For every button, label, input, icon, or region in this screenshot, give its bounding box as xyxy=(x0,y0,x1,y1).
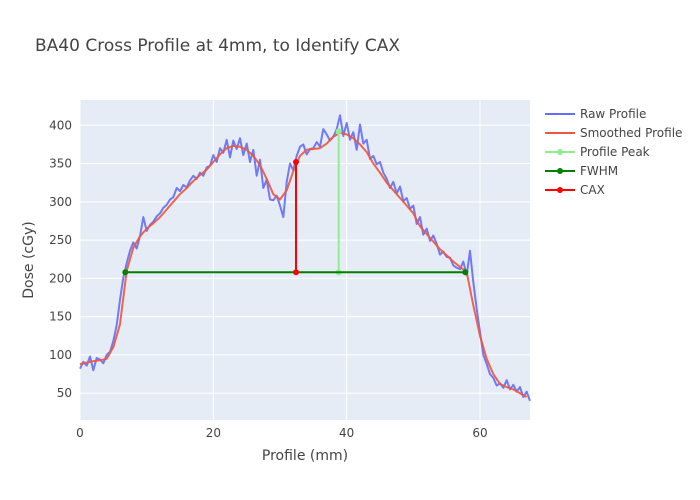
chart-title: BA40 Cross Profile at 4mm, to Identify C… xyxy=(35,36,400,56)
y-tick-label: 350 xyxy=(49,157,72,171)
legend-item-fwhm[interactable]: FWHM xyxy=(545,164,618,178)
series-layer xyxy=(79,114,531,402)
legend-swatch-marker xyxy=(557,149,563,155)
x-tick-label: 20 xyxy=(206,426,221,440)
raw-profile-line xyxy=(79,114,531,402)
legend-label: Smoothed Profile xyxy=(580,126,682,140)
y-tick-label: 250 xyxy=(49,233,72,247)
fwhm-marker xyxy=(462,269,469,276)
x-tick-labels: 0 20 40 60 xyxy=(76,426,487,440)
x-tick-label: 40 xyxy=(339,426,354,440)
x-tick-label: 60 xyxy=(472,426,487,440)
y-tick-label: 300 xyxy=(49,195,72,209)
plot-area xyxy=(80,100,530,420)
profile-peak-marker xyxy=(335,128,342,135)
y-axis-title: Dose (cGy) xyxy=(21,221,37,298)
x-axis-title: Profile (mm) xyxy=(262,448,348,464)
cax-marker xyxy=(293,159,299,166)
y-tick-label: 150 xyxy=(49,310,72,324)
y-tick-label: 100 xyxy=(49,348,72,362)
legend-label: FWHM xyxy=(580,164,618,178)
y-tick-label: 200 xyxy=(49,271,72,285)
legend-label: CAX xyxy=(580,183,605,197)
legend-item-raw-profile[interactable]: Raw Profile xyxy=(545,107,646,121)
legend-swatch-marker xyxy=(557,187,563,193)
y-tick-labels: 50 100 150 200 250 300 350 400 xyxy=(49,118,72,400)
legend-swatch-marker xyxy=(557,168,563,174)
fwhm-marker xyxy=(122,269,129,276)
x-tick-label: 0 xyxy=(76,426,84,440)
legend-label: Raw Profile xyxy=(580,107,646,121)
legend-item-smoothed-profile[interactable]: Smoothed Profile xyxy=(545,126,682,140)
cax-marker xyxy=(293,269,299,276)
legend-item-cax[interactable]: CAX xyxy=(545,183,605,197)
legend-item-profile-peak[interactable]: Profile Peak xyxy=(545,145,650,159)
y-tick-label: 50 xyxy=(57,386,72,400)
gridlines xyxy=(79,100,530,420)
legend-label: Profile Peak xyxy=(580,145,650,159)
smoothed-profile-line xyxy=(79,131,528,398)
legend[interactable]: Raw Profile Smoothed Profile Profile Peak F… xyxy=(545,107,682,197)
y-tick-label: 400 xyxy=(49,118,72,132)
